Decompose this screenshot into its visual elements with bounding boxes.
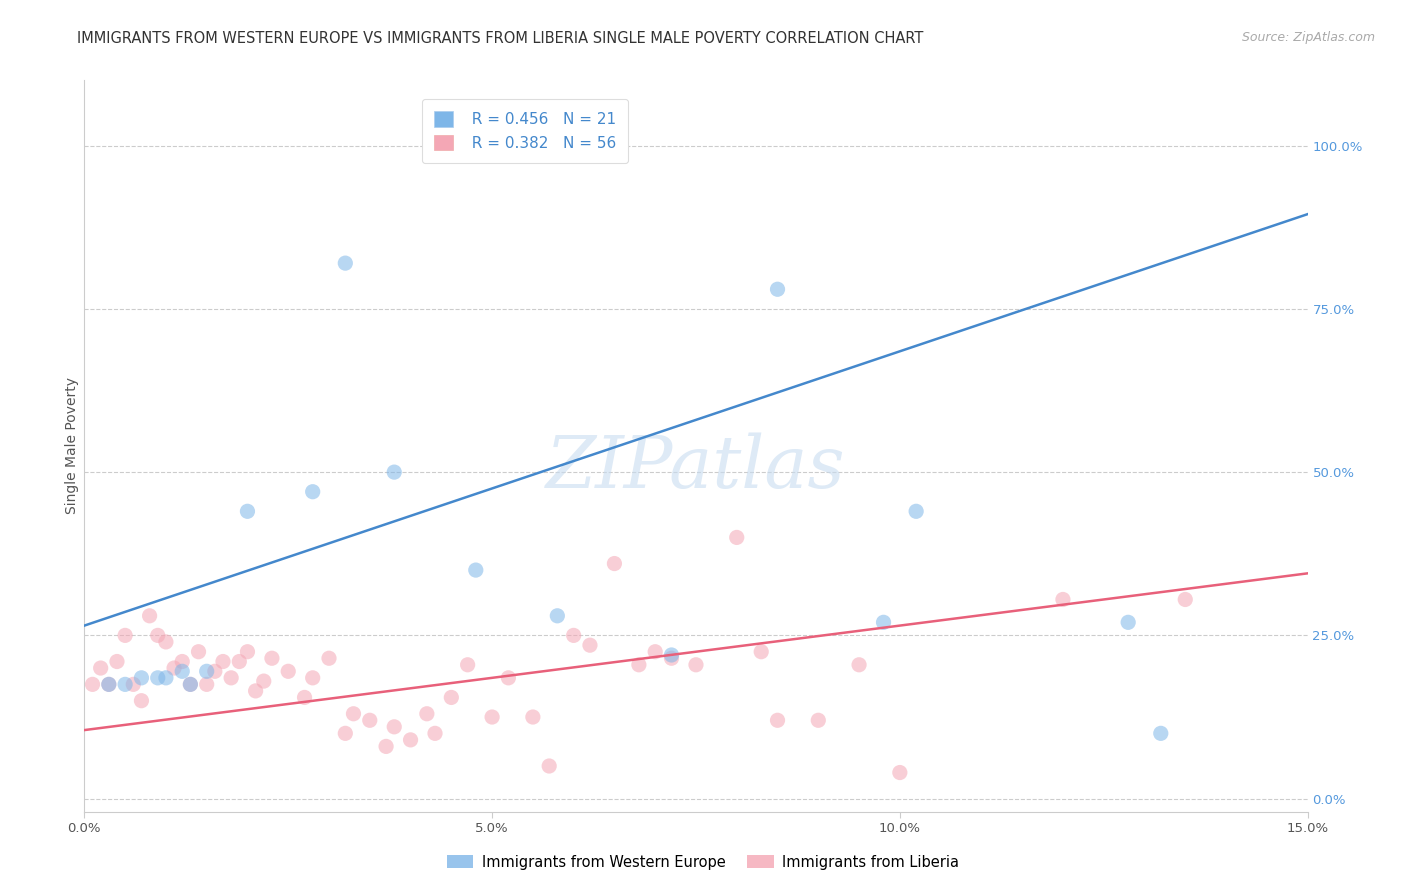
Point [498,671,520,685]
Point [1052,592,1074,607]
Point [399,732,422,747]
Point [807,714,830,728]
Point [685,657,707,672]
Point [766,714,789,728]
Point [1150,726,1173,740]
Point [253,674,276,689]
Point [195,665,218,679]
Point [627,657,650,672]
Point [294,690,316,705]
Point [457,657,479,672]
Point [1174,592,1197,607]
Point [172,655,194,669]
Point [236,504,259,518]
Point [146,628,169,642]
Point [382,720,405,734]
Point [725,530,748,544]
Point [766,282,789,296]
Point [187,645,209,659]
Point [172,665,194,679]
Y-axis label: Single Male Poverty: Single Male Poverty [65,377,79,515]
Point [538,759,561,773]
Point [155,671,177,685]
Point [416,706,439,721]
Point [146,671,169,685]
Point [138,608,160,623]
Point [277,665,299,679]
Point [382,465,405,479]
Point [546,608,568,623]
Point [97,677,120,691]
Point [342,706,364,721]
Point [212,655,235,669]
Point [905,504,928,518]
Point [603,557,626,571]
Point [219,671,242,685]
Point [644,645,666,659]
Point [301,484,323,499]
Text: Source: ZipAtlas.com: Source: ZipAtlas.com [1241,31,1375,45]
Point [359,714,381,728]
Text: IMMIGRANTS FROM WESTERN EUROPE VS IMMIGRANTS FROM LIBERIA SINGLE MALE POVERTY CO: IMMIGRANTS FROM WESTERN EUROPE VS IMMIGR… [77,31,924,46]
Point [131,671,153,685]
Point [195,677,218,691]
Text: ZIPatlas: ZIPatlas [546,433,846,503]
Point [155,635,177,649]
Point [579,638,602,652]
Point [82,677,104,691]
Point [335,726,357,740]
Point [163,661,186,675]
Point [245,684,267,698]
Point [661,651,683,665]
Point [423,726,446,740]
Point [179,677,201,691]
Point [236,645,259,659]
Point [318,651,340,665]
Point [179,677,201,691]
Point [114,677,136,691]
Point [464,563,486,577]
Point [749,645,772,659]
Point [105,655,128,669]
Legend:   R = 0.456   N = 21,   R = 0.382   N = 56: R = 0.456 N = 21, R = 0.382 N = 56 [422,99,628,163]
Point [848,657,870,672]
Point [1116,615,1139,630]
Point [481,710,503,724]
Point [131,694,153,708]
Point [889,765,911,780]
Point [97,677,120,691]
Point [440,690,463,705]
Point [375,739,398,754]
Point [335,256,357,270]
Point [260,651,283,665]
Point [204,665,226,679]
Point [122,677,145,691]
Point [228,655,250,669]
Point [522,710,544,724]
Point [301,671,323,685]
Point [661,648,683,662]
Point [562,628,585,642]
Point [872,615,894,630]
Point [90,661,112,675]
Legend: Immigrants from Western Europe, Immigrants from Liberia: Immigrants from Western Europe, Immigran… [441,849,965,876]
Point [579,138,602,153]
Point [114,628,136,642]
